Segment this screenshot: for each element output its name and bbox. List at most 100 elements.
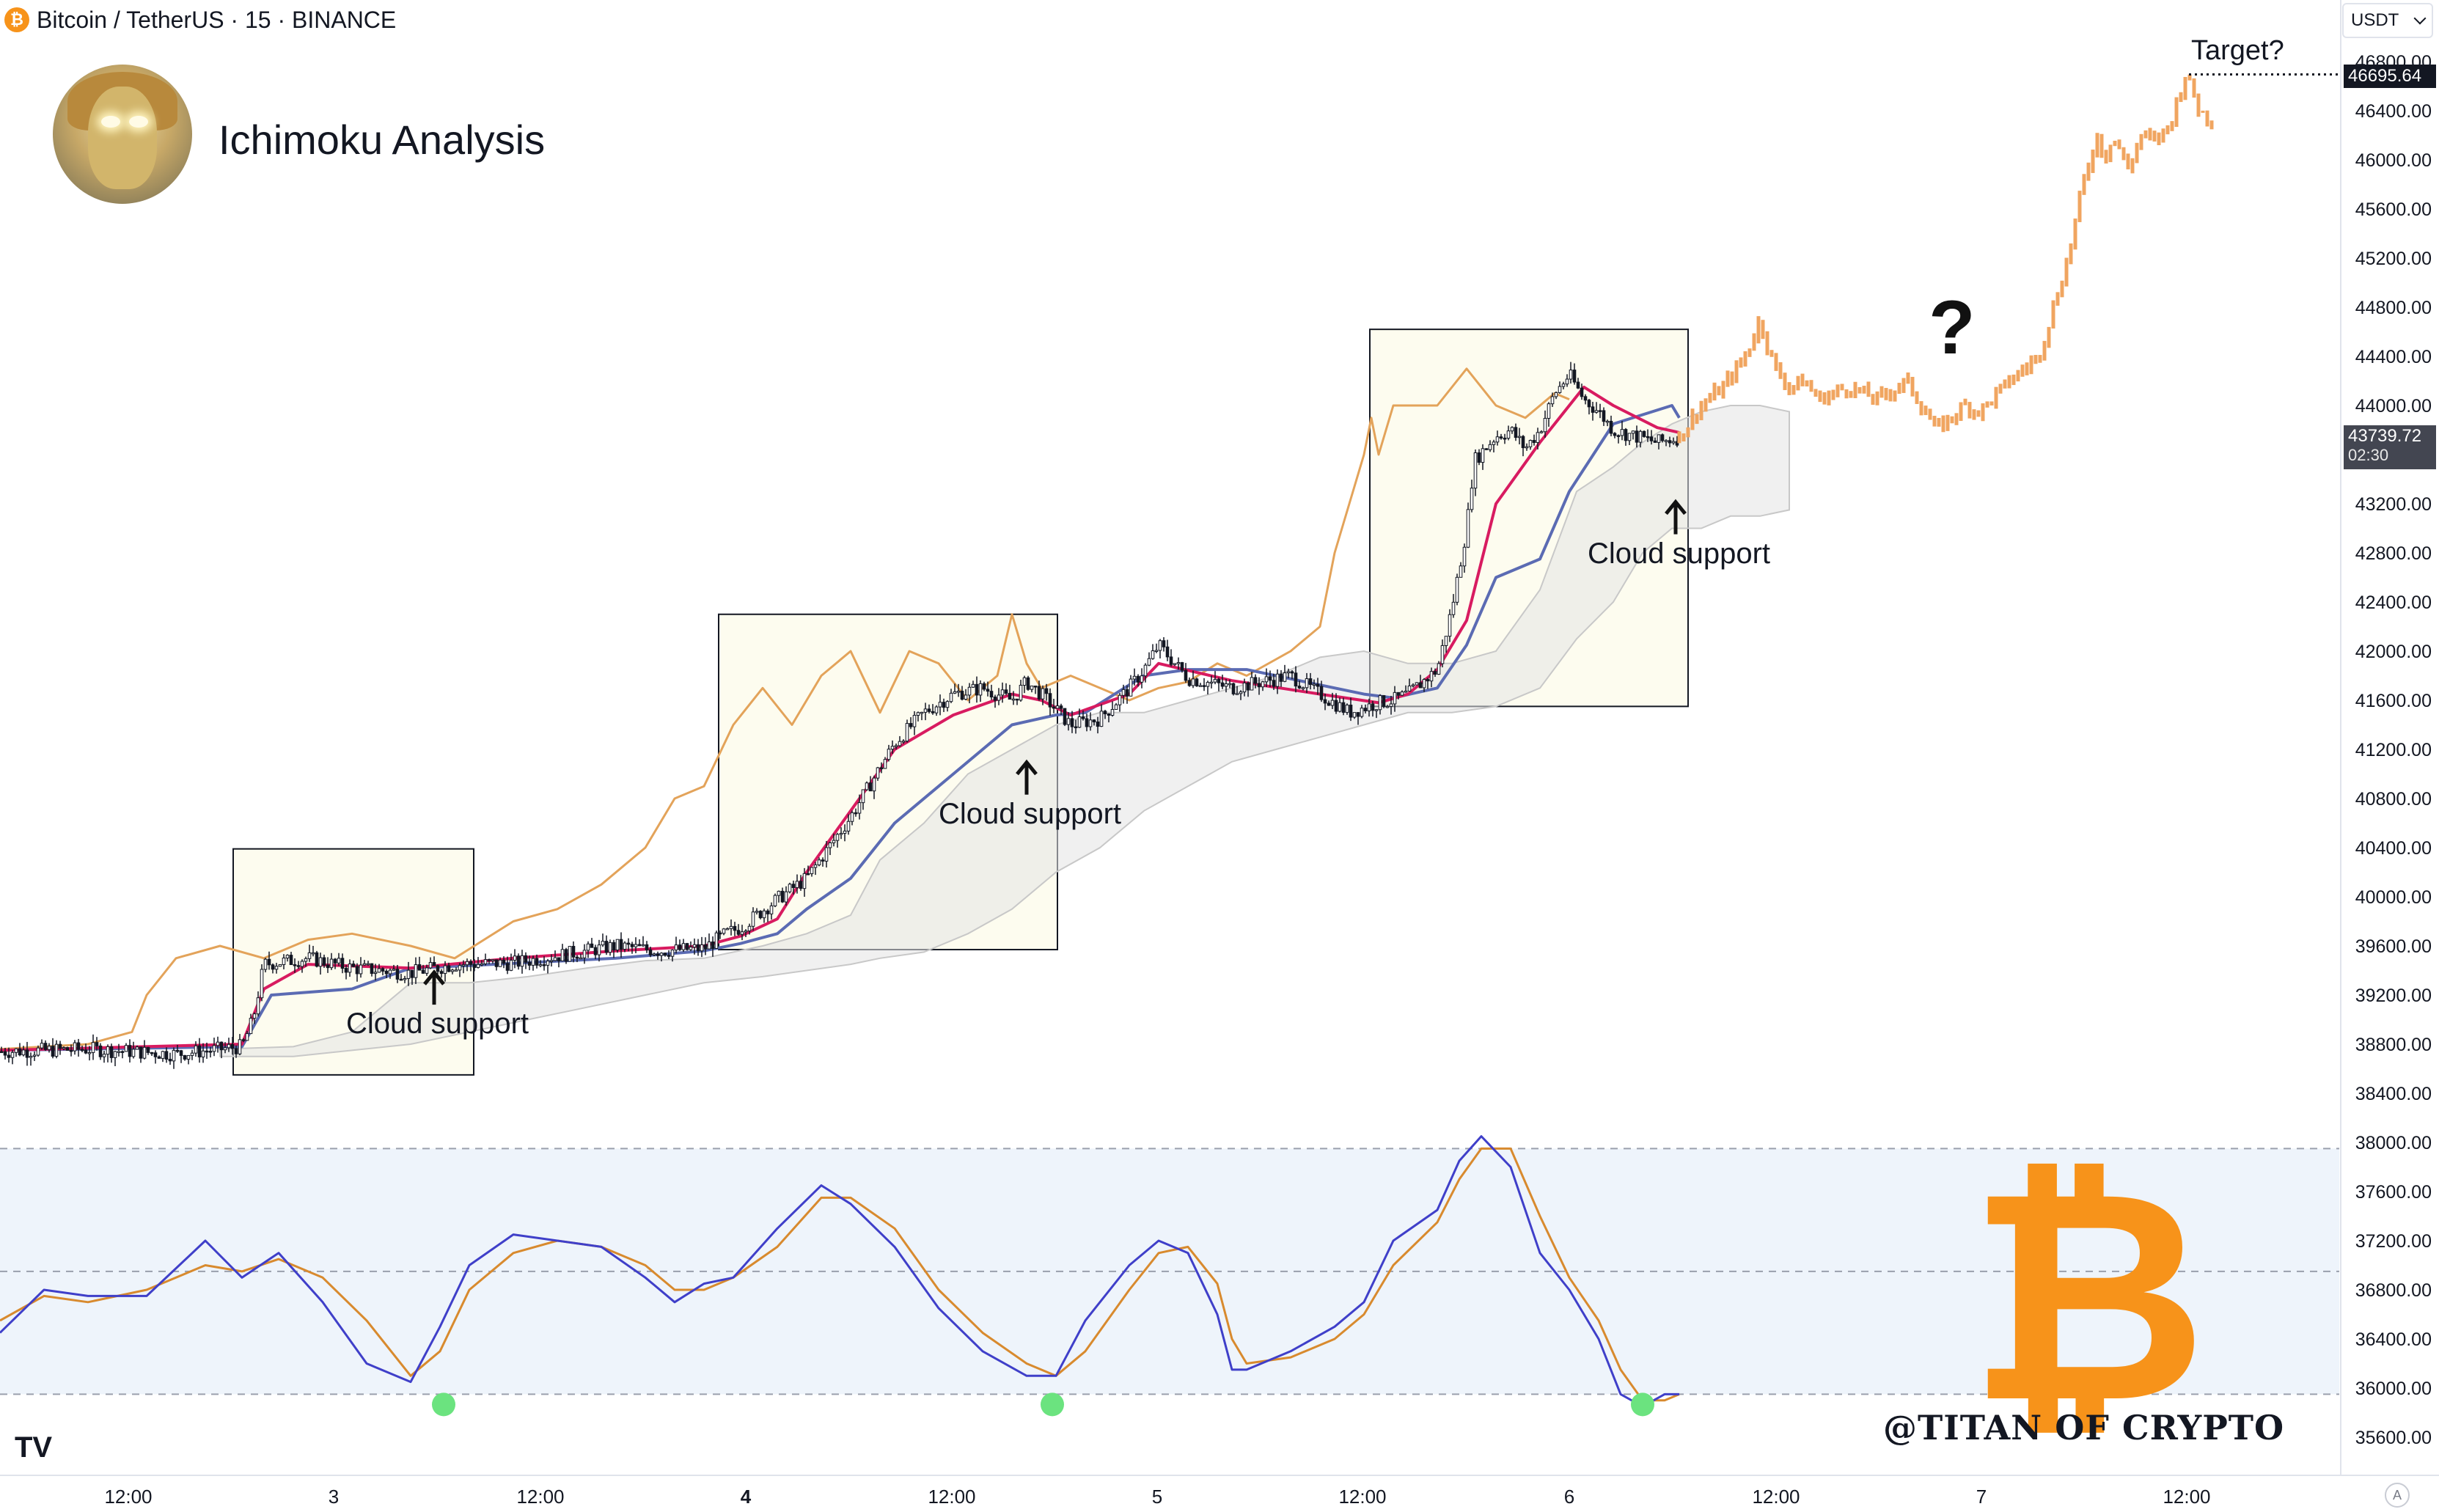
candle-body xyxy=(1492,441,1496,445)
candle-body xyxy=(1543,418,1547,433)
projection-candle xyxy=(2020,364,2025,377)
candle-body xyxy=(260,969,264,999)
price-tick-label: 39200.00 xyxy=(2355,986,2432,1006)
candle-body xyxy=(1404,690,1408,693)
tradingview-logo-icon[interactable]: TV xyxy=(15,1431,53,1464)
candle-body xyxy=(949,692,953,702)
candle-body xyxy=(579,957,583,960)
candle-body xyxy=(571,946,576,958)
projection-candle xyxy=(2113,140,2117,147)
candle-body xyxy=(476,964,480,968)
time-tick-label: 12:00 xyxy=(928,1486,975,1508)
candle-body xyxy=(1613,433,1617,436)
projection-candle xyxy=(1725,370,1730,387)
candle-body xyxy=(425,967,429,974)
candle-body xyxy=(212,1045,216,1052)
projection-candle xyxy=(1840,383,1844,391)
candle-body xyxy=(1338,702,1342,712)
candle-body xyxy=(626,942,631,945)
candle-body xyxy=(744,930,748,933)
candle-body xyxy=(1125,689,1129,697)
cloud-support-label: Cloud support xyxy=(939,797,1122,830)
candle-body xyxy=(1352,712,1357,718)
symbol-title[interactable]: Bitcoin / TetherUS · 15 · BINANCE xyxy=(37,6,397,33)
candle-body xyxy=(293,964,297,966)
candle-body xyxy=(674,944,678,951)
candle-body xyxy=(1481,448,1485,463)
projection-candle xyxy=(1937,417,1941,427)
candle-body xyxy=(326,964,330,969)
currency-button[interactable]: USDT xyxy=(2342,3,2433,38)
candle-body xyxy=(472,964,477,968)
symbol-header[interactable]: ₿ Bitcoin / TetherUS · 15 · BINANCE xyxy=(4,3,396,37)
candle-body xyxy=(161,1051,165,1059)
candle-body xyxy=(1081,716,1085,719)
candle-body xyxy=(1671,441,1676,444)
countdown-value: 02:30 xyxy=(2348,446,2389,464)
candle-body xyxy=(1569,370,1573,380)
candle-body xyxy=(868,782,873,792)
candle-body xyxy=(307,952,312,959)
candle-body xyxy=(1653,440,1657,443)
candle-body xyxy=(1030,686,1034,690)
candle-body xyxy=(62,1047,66,1049)
projection-candle xyxy=(1967,402,1972,419)
projection-candle xyxy=(2126,153,2130,169)
candle-body xyxy=(480,963,484,966)
projection-candle xyxy=(2055,292,2060,306)
projection-candle xyxy=(2042,340,2047,361)
candle-body xyxy=(256,997,260,1015)
candle-body xyxy=(931,711,935,713)
candle-body xyxy=(1363,708,1368,711)
candle-body xyxy=(1627,433,1632,441)
candle-body xyxy=(898,741,902,746)
projection-candle xyxy=(1721,381,1725,399)
projection-candle xyxy=(2016,370,2020,382)
auto-scale-button[interactable]: A xyxy=(2385,1483,2410,1508)
projection-candle xyxy=(2025,362,2029,375)
candle-body xyxy=(582,950,587,958)
candle-body xyxy=(329,958,334,969)
candle-body xyxy=(131,1049,136,1057)
candle-body xyxy=(1173,663,1177,665)
candle-body xyxy=(634,944,638,947)
candle-body xyxy=(1591,406,1595,413)
candle-body xyxy=(729,925,733,929)
projection-candle xyxy=(2038,355,2042,363)
candle-body xyxy=(1675,441,1679,446)
candle-body xyxy=(1646,436,1650,438)
time-tick-label: 12:00 xyxy=(1338,1486,1386,1508)
candle-body xyxy=(447,965,451,972)
candle-body xyxy=(1158,640,1162,651)
candle-body xyxy=(1294,672,1298,687)
candle-body xyxy=(333,958,337,964)
candle-body xyxy=(487,959,491,961)
candle-body xyxy=(1415,682,1419,686)
candle-body xyxy=(843,830,847,834)
projection-candle xyxy=(2192,78,2196,98)
candle-body xyxy=(267,958,271,966)
projection-candle xyxy=(1959,402,1963,422)
candle-body xyxy=(1312,683,1316,686)
candle-body xyxy=(1499,436,1503,438)
candle-body xyxy=(725,928,730,931)
projection-candle xyxy=(1928,408,1932,420)
candle-body xyxy=(590,943,594,948)
candle-body xyxy=(1448,614,1452,637)
candle-body xyxy=(663,953,667,956)
candle-body xyxy=(879,767,884,770)
cloud-support-label: Cloud support xyxy=(346,1008,529,1041)
candle-body xyxy=(1279,673,1283,682)
candle-body xyxy=(76,1042,81,1050)
projection-candle xyxy=(2060,280,2064,298)
projection-candle xyxy=(2209,120,2214,130)
candle-body xyxy=(502,959,506,964)
candle-body xyxy=(216,1041,220,1046)
price-tick-label: 37600.00 xyxy=(2355,1182,2432,1203)
candle-body xyxy=(311,952,315,955)
candle-body xyxy=(795,881,799,888)
candle-body xyxy=(1257,683,1261,688)
price-tick-label: 44800.00 xyxy=(2355,298,2432,318)
